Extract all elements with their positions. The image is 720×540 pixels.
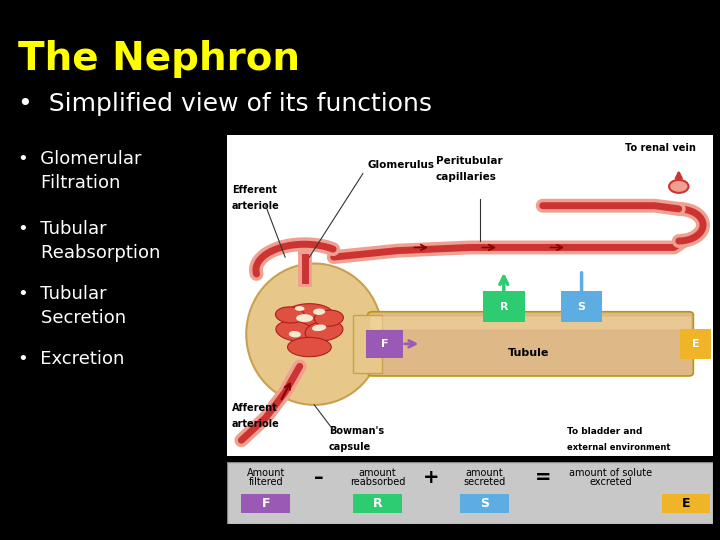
Ellipse shape <box>287 338 331 357</box>
Text: Glomerulus: Glomerulus <box>368 160 435 170</box>
Text: Efferent: Efferent <box>232 185 276 195</box>
Text: Bowman's: Bowman's <box>329 426 384 436</box>
FancyBboxPatch shape <box>368 312 693 376</box>
Text: Amount: Amount <box>246 468 285 478</box>
Text: S: S <box>577 302 585 312</box>
FancyBboxPatch shape <box>483 292 525 322</box>
Ellipse shape <box>305 321 343 341</box>
Text: amount: amount <box>359 468 396 478</box>
Text: amount: amount <box>466 468 503 478</box>
Text: filtered: filtered <box>248 477 283 487</box>
Text: amount of solute: amount of solute <box>570 468 652 478</box>
Ellipse shape <box>246 264 382 405</box>
Text: arteriole: arteriole <box>232 420 279 429</box>
Text: •  Tubular
    Secretion: • Tubular Secretion <box>18 285 126 327</box>
Text: F: F <box>381 339 389 349</box>
Text: To renal vein: To renal vein <box>625 143 696 153</box>
FancyArrowPatch shape <box>577 273 585 308</box>
FancyBboxPatch shape <box>353 494 402 513</box>
Text: E: E <box>682 497 690 510</box>
Text: Tubule: Tubule <box>508 348 549 359</box>
Ellipse shape <box>296 314 313 322</box>
FancyBboxPatch shape <box>227 462 713 524</box>
Text: secreted: secreted <box>463 477 505 487</box>
FancyArrowPatch shape <box>500 276 508 312</box>
Text: Peritubular: Peritubular <box>436 156 503 166</box>
Text: =: = <box>534 468 551 487</box>
Text: capillaries: capillaries <box>436 172 497 182</box>
Text: S: S <box>480 497 489 510</box>
Text: To bladder and: To bladder and <box>567 427 642 436</box>
FancyBboxPatch shape <box>370 316 691 329</box>
FancyBboxPatch shape <box>460 494 508 513</box>
FancyBboxPatch shape <box>561 292 603 322</box>
Ellipse shape <box>295 306 305 311</box>
Text: excreted: excreted <box>590 477 632 487</box>
Ellipse shape <box>285 303 334 326</box>
Text: –: – <box>315 468 324 487</box>
Ellipse shape <box>276 321 314 341</box>
Text: reabsorbed: reabsorbed <box>350 477 405 487</box>
Ellipse shape <box>313 308 325 315</box>
Ellipse shape <box>669 180 688 193</box>
Text: R: R <box>500 302 508 312</box>
FancyArrowPatch shape <box>405 341 415 347</box>
Text: The Nephron: The Nephron <box>18 40 300 78</box>
Ellipse shape <box>315 310 343 326</box>
FancyBboxPatch shape <box>353 315 382 373</box>
Text: •  Glomerular
    Filtration: • Glomerular Filtration <box>18 150 142 192</box>
Text: arteriole: arteriole <box>232 201 279 211</box>
Text: +: + <box>423 468 439 487</box>
Text: •  Simplified view of its functions: • Simplified view of its functions <box>18 92 432 116</box>
Text: E: E <box>692 339 700 349</box>
Text: capsule: capsule <box>329 442 371 452</box>
Ellipse shape <box>276 307 305 323</box>
FancyBboxPatch shape <box>680 329 711 359</box>
Text: Afferent: Afferent <box>232 403 277 413</box>
Text: external environment: external environment <box>567 443 670 452</box>
Ellipse shape <box>312 325 326 331</box>
FancyBboxPatch shape <box>662 494 711 513</box>
Text: F: F <box>261 497 270 510</box>
Ellipse shape <box>289 331 301 338</box>
FancyBboxPatch shape <box>241 494 290 513</box>
Text: •  Tubular
    Reabsorption: • Tubular Reabsorption <box>18 220 161 261</box>
Text: •  Excretion: • Excretion <box>18 350 125 368</box>
FancyArrowPatch shape <box>682 339 701 349</box>
FancyBboxPatch shape <box>366 330 403 357</box>
Text: R: R <box>373 497 382 510</box>
